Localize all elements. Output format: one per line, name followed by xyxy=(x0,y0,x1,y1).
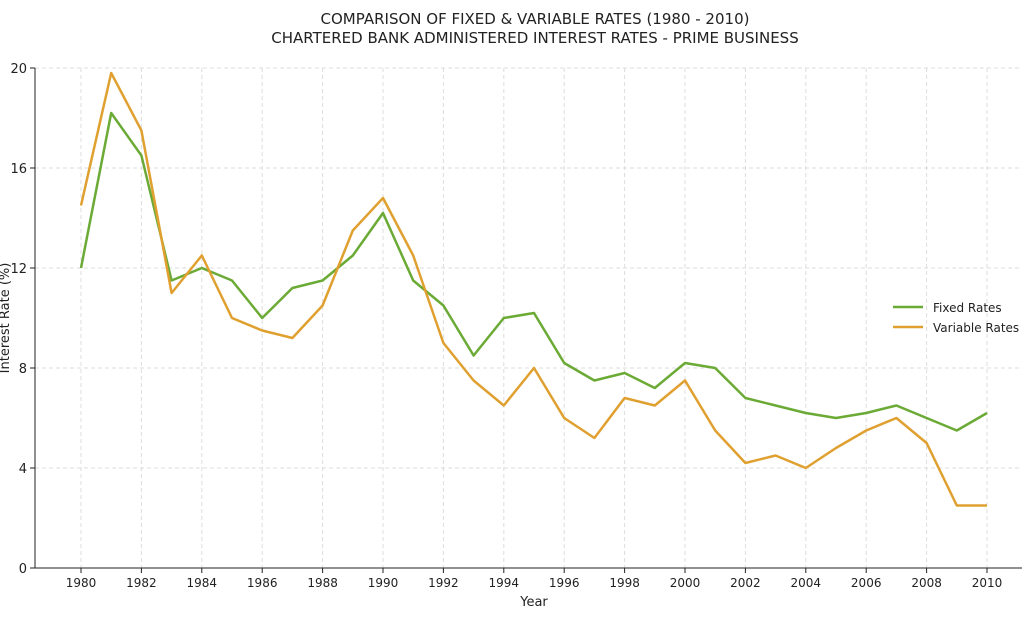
series-line-variable xyxy=(79,71,987,507)
series-lines xyxy=(79,71,988,507)
x-tick-label: 2000 xyxy=(670,576,701,590)
series-line-fixed xyxy=(79,111,988,432)
x-tick-label: 2008 xyxy=(911,576,942,590)
grid xyxy=(35,67,1022,568)
y-axis-label: Interest Rate (%) xyxy=(0,263,13,374)
axis-ticks: 1980 1982 1984 1986 1988 1990 1992 1994 1996 1998… xyxy=(10,62,1002,590)
y-tick-label: 12 xyxy=(10,262,27,277)
x-tick-label: 1998 xyxy=(609,576,640,590)
x-tick-label: 2004 xyxy=(791,576,822,590)
x-tick-label: 1980 xyxy=(66,576,97,590)
x-tick-label: 2010 xyxy=(972,576,1003,590)
x-tick-label: 1996 xyxy=(549,576,580,590)
x-tick-label: 2006 xyxy=(851,576,882,590)
x-tick-label: 1992 xyxy=(428,576,459,590)
y-tick-label: 20 xyxy=(10,62,27,77)
legend-label-variable: Variable Rates xyxy=(933,321,1019,335)
legend: Fixed Rates Variable Rates xyxy=(893,301,1019,335)
x-tick-label: 1982 xyxy=(126,576,157,590)
x-tick-label: 1994 xyxy=(489,576,520,590)
x-tick-label: 2002 xyxy=(730,576,761,590)
x-tick-label: 1984 xyxy=(187,576,218,590)
chart-subtitle: CHARTERED BANK ADMINISTERED INTEREST RAT… xyxy=(271,29,798,47)
x-tick-label: 1986 xyxy=(247,576,278,590)
y-tick-label: 8 xyxy=(19,362,27,377)
legend-label-fixed: Fixed Rates xyxy=(933,301,1002,315)
x-tick-label: 1990 xyxy=(368,576,399,590)
y-tick-label: 4 xyxy=(19,462,27,477)
y-tick-label: 0 xyxy=(19,562,27,577)
chart-title: COMPARISON OF FIXED & VARIABLE RATES (19… xyxy=(321,10,750,28)
y-tick-label: 16 xyxy=(10,162,27,177)
x-axis-label: Year xyxy=(519,595,548,610)
x-tick-label: 1988 xyxy=(307,576,338,590)
